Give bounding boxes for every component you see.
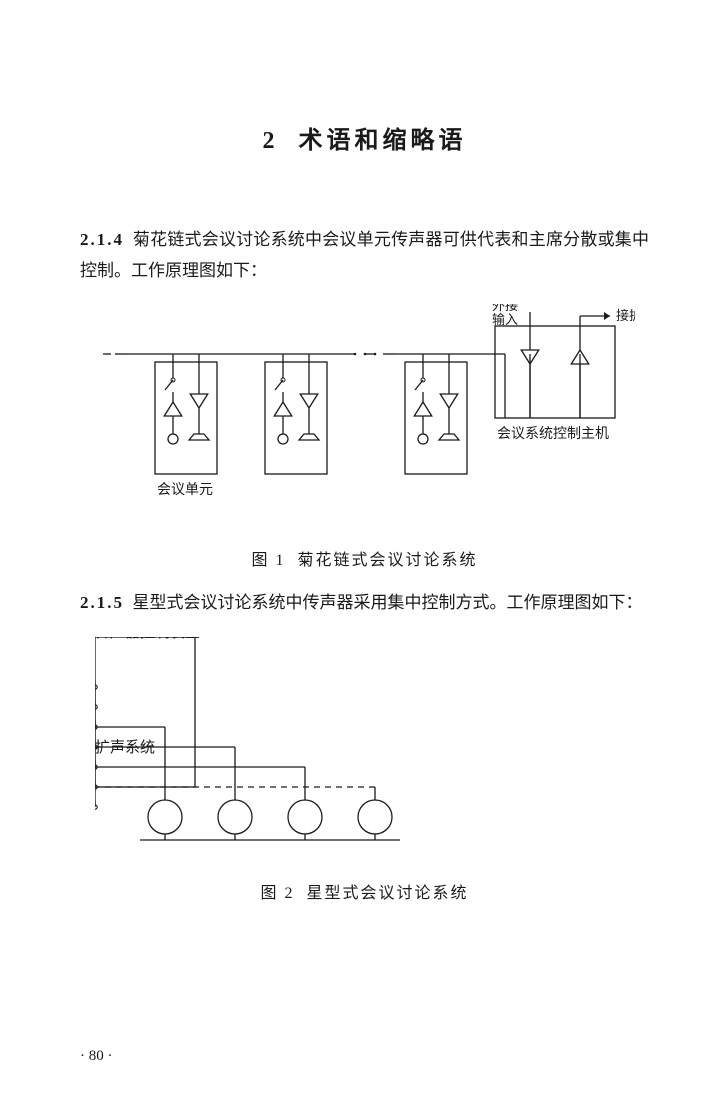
section-214: 2.1.4 菊花链式会议讨论系统中会议单元传声器可供代表和主席分散或集中控制。工… xyxy=(80,225,649,286)
figure-num: 图 2 xyxy=(260,885,294,902)
svg-text:接扩声系统: 接扩声系统 xyxy=(616,308,635,323)
section-num: 2.1.5 xyxy=(80,593,124,612)
chapter-num: 2 xyxy=(263,128,279,154)
svg-text:会议系统控制主机: 会议系统控制主机 xyxy=(497,426,609,442)
figure-1-caption: 图 1 菊花链式会议讨论系统 xyxy=(80,546,649,570)
chapter-title-text: 术语和缩略语 xyxy=(299,128,467,154)
svg-text:传声器控制装置: 传声器控制装置 xyxy=(95,637,200,641)
section-text: 菊花链式会议讨论系统中会议单元传声器可供代表和主席分散或集中控制。工作原理图如下… xyxy=(80,230,649,280)
figure-1: 外接输入接扩声系统会议系统控制主机会议单元 xyxy=(80,304,649,534)
figure-2: 扩声系统传声器控制装置 xyxy=(80,637,649,867)
svg-text:输入: 输入 xyxy=(492,312,518,327)
figure-title: 星型式会议讨论系统 xyxy=(307,885,469,902)
figure-title: 菊花链式会议讨论系统 xyxy=(298,552,478,569)
page-number: · 80 · xyxy=(80,1048,113,1065)
chapter-title: 2 术语和缩略语 xyxy=(80,120,649,155)
figure-2-caption: 图 2 星型式会议讨论系统 xyxy=(80,879,649,903)
section-215: 2.1.5 星型式会议讨论系统中传声器采用集中控制方式。工作原理图如下： xyxy=(80,588,649,619)
section-num: 2.1.4 xyxy=(80,230,124,249)
section-text: 星型式会议讨论系统中传声器采用集中控制方式。工作原理图如下： xyxy=(133,593,643,612)
svg-text:会议单元: 会议单元 xyxy=(157,482,213,498)
figure-num: 图 1 xyxy=(251,552,285,569)
